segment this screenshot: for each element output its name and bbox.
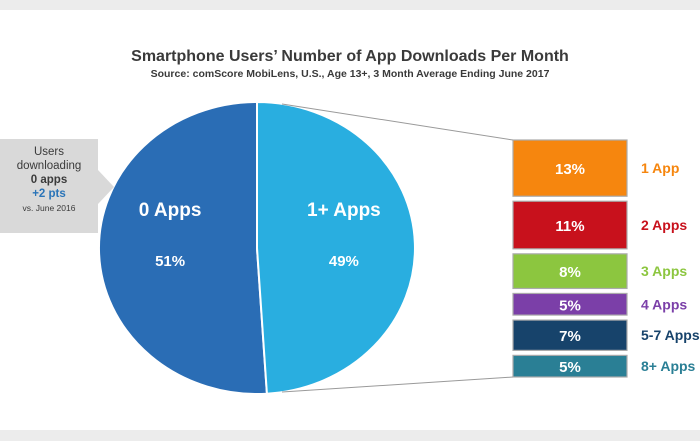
connector-line-top [281,103,514,141]
breakdown-bar-value-1: 13% [555,161,585,178]
pie-slice-value-1: 51% [155,253,185,270]
pie-slice-1 [97,100,268,395]
breakdown-bar-1 [512,139,628,197]
breakdown-bar-label-1: 1 App [641,160,679,176]
breakdown-bar-label-5: 5-7 Apps [641,327,700,343]
breakdown-bar-value-2: 11% [555,218,584,235]
breakdown-bar-5 [512,319,628,351]
breakdown-bar-value-5: 7% [559,328,581,345]
connector-line-bottom [281,376,514,393]
breakdown-bar-label-4: 4 Apps [641,296,687,312]
callout-arrow [98,170,114,204]
pie-slice-label-1: 0 Apps [139,200,202,221]
breakdown-bar-value-3: 8% [559,264,581,281]
pie-slice-2 [256,100,416,395]
chart-title: Smartphone Users’ Number of App Download… [131,48,569,65]
callout-delta: +2 pts [32,188,66,200]
breakdown-bar-label-2: 2 Apps [641,217,687,233]
breakdown-bar-label-6: 8+ Apps [641,358,696,374]
breakdown-bar-6 [512,354,628,378]
breakdown-bar-value-6: 5% [559,359,581,376]
breakdown-bar-2 [512,200,628,250]
callout-line-1: Users [33,146,65,158]
callout-box: Users downloading 0 apps +2 pts vs. June… [0,139,98,233]
pie-slice-label-2: 1+ Apps [307,200,381,221]
breakdown-bar-4 [512,292,628,316]
breakdown-bar-label-3: 3 Apps [641,263,687,279]
callout-line-3: 0 apps [30,174,68,186]
chart-subtitle: Source: comScore MobiLens, U.S., Age 13+… [150,68,550,80]
pie-slice-value-2: 49% [329,253,359,270]
breakdown-bar-value-4: 5% [559,297,581,314]
breakdown-bar-3 [512,253,628,290]
callout-note: vs. June 2016 [22,203,76,213]
callout-line-2: downloading [16,160,82,172]
